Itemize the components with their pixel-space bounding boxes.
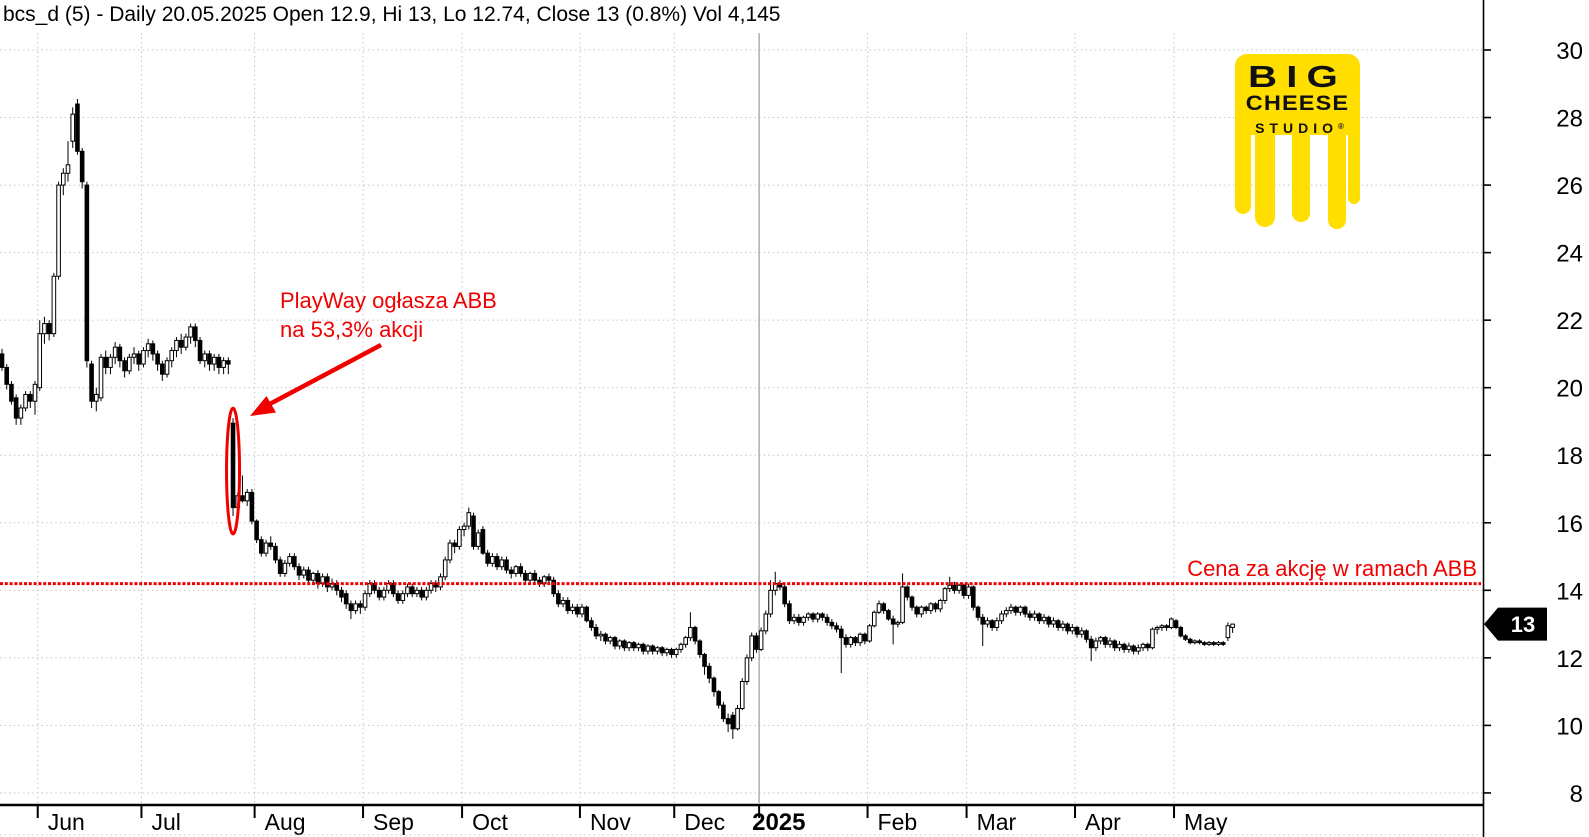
logo-text-studio: STUDIO® bbox=[1255, 120, 1344, 136]
abb-annotation-line2: na 53,3% akcji bbox=[280, 317, 424, 342]
big-cheese-studio-logo: BIG CHEESE STUDIO® bbox=[1235, 54, 1360, 229]
y-axis-label: 16 bbox=[1556, 511, 1583, 538]
candlestick-series bbox=[0, 98, 1235, 739]
x-axis-label: Mar bbox=[977, 809, 1017, 835]
logo-drip bbox=[1255, 124, 1275, 227]
y-axis-label: 12 bbox=[1556, 646, 1583, 673]
y-axis-label: 22 bbox=[1556, 308, 1583, 335]
logo-drip bbox=[1348, 124, 1360, 204]
abb-price-line-label: Cena za akcję w ramach ABB bbox=[1187, 556, 1477, 581]
month-gridlines: Jun Jul Aug Sep Oct Nov Dec 2025 Feb Mar Apr May bbox=[36, 33, 1228, 836]
y-axis-label: 10 bbox=[1556, 713, 1583, 740]
registered-mark: ® bbox=[1337, 122, 1344, 131]
y-axis-label: 14 bbox=[1556, 578, 1583, 605]
logo-text-cheese: CHEESE bbox=[1245, 92, 1350, 115]
y-axis-label: 28 bbox=[1556, 106, 1583, 133]
abb-announcement-annotation: PlayWay ogłasza ABB na 53,3% akcji bbox=[280, 286, 497, 344]
abb-candle-highlight-ellipse bbox=[225, 406, 242, 536]
y-axis-label: 26 bbox=[1556, 173, 1583, 200]
x-axis-label: 2025 bbox=[752, 809, 805, 836]
abb-annotation-line1: PlayWay ogłasza ABB bbox=[280, 288, 497, 313]
x-axis-label: Dec bbox=[684, 809, 725, 835]
logo-drip bbox=[1328, 124, 1346, 229]
x-axis-label: Jul bbox=[151, 809, 180, 835]
y-axis-label: 20 bbox=[1556, 376, 1583, 403]
logo-text-big: BIG bbox=[1248, 59, 1347, 94]
logo-drip bbox=[1235, 124, 1251, 214]
x-axis-label: May bbox=[1184, 809, 1228, 835]
price-gridlines: 30 28 26 24 22 20 18 16 14 12 10 8 bbox=[0, 38, 1583, 808]
logo-drip bbox=[1292, 124, 1310, 222]
last-price-marker-text: 13 bbox=[1511, 612, 1535, 637]
y-axis-label: 30 bbox=[1556, 38, 1583, 65]
x-axis-label: Nov bbox=[590, 809, 631, 835]
x-axis-label: Sep bbox=[373, 809, 414, 835]
y-axis-label: 24 bbox=[1556, 241, 1583, 268]
annotation-arrow bbox=[250, 343, 383, 416]
chart-title-bar: bcs_d (5) - Daily 20.05.2025 Open 12.9, … bbox=[3, 3, 781, 26]
x-axis-label: Oct bbox=[472, 809, 508, 835]
x-axis-label: Apr bbox=[1085, 809, 1121, 835]
logo-body: BIG CHEESE STUDIO® bbox=[1235, 54, 1360, 135]
y-axis-label: 18 bbox=[1556, 443, 1583, 470]
x-axis-label: Feb bbox=[878, 809, 918, 835]
y-axis-label: 8 bbox=[1570, 781, 1583, 808]
x-axis-label: Jun bbox=[48, 809, 85, 835]
x-axis-label: Aug bbox=[265, 809, 306, 835]
last-price-marker: 13 bbox=[1484, 607, 1547, 641]
